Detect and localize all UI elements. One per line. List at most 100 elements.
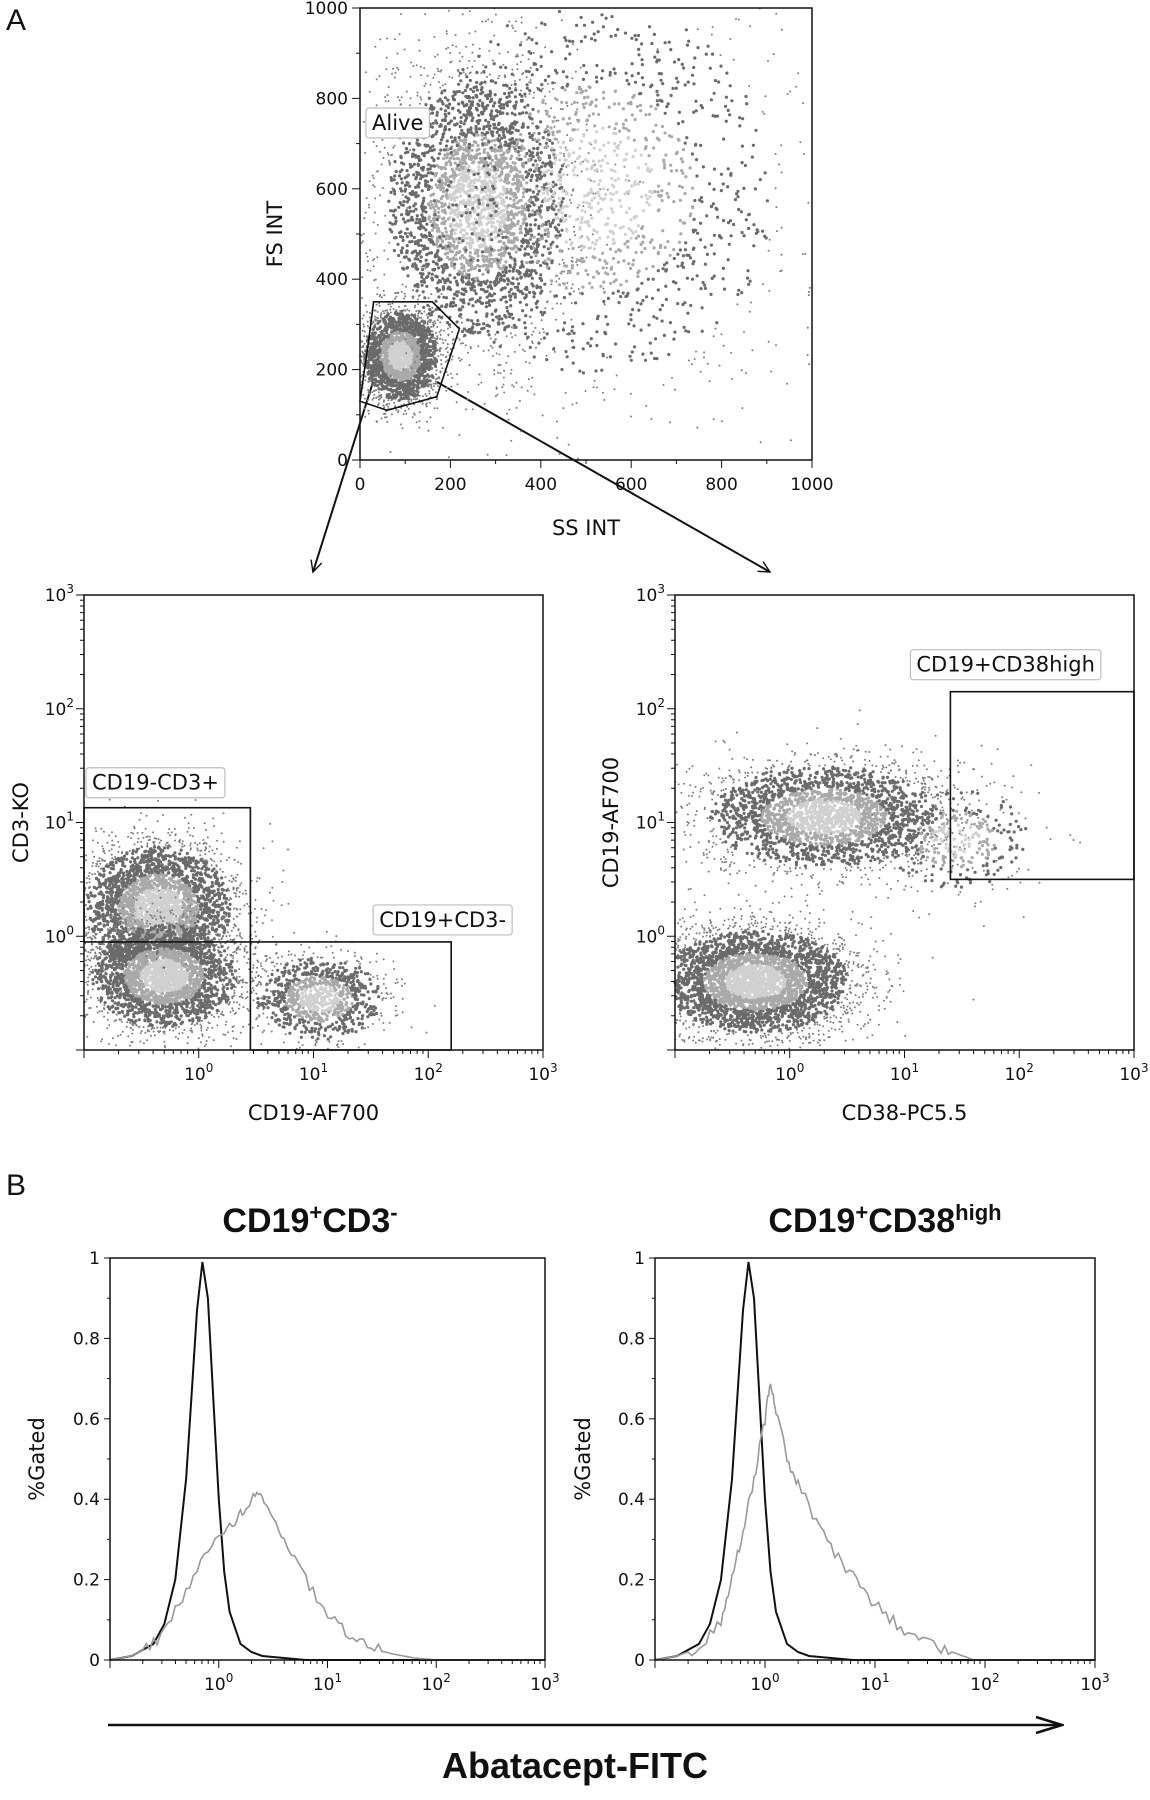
scatter-point <box>436 335 438 337</box>
scatter-point <box>483 151 486 154</box>
scatter-point <box>448 121 451 124</box>
scatter-point <box>406 169 409 172</box>
scatter-point <box>462 113 465 116</box>
scatter-point <box>493 292 496 295</box>
scatter-point <box>405 286 407 288</box>
scatter-point <box>528 291 531 294</box>
scatter-point <box>472 170 475 173</box>
scatter-point <box>403 383 406 386</box>
scatter-point <box>471 149 474 152</box>
scatter-point <box>511 84 513 86</box>
scatter-point <box>526 253 529 256</box>
scatter-point <box>455 258 458 261</box>
scatter-point <box>403 413 405 415</box>
scatter-point <box>469 79 472 82</box>
scatter-point <box>395 409 397 411</box>
scatter-point <box>474 31 476 33</box>
scatter-point <box>448 274 451 277</box>
scatter-point <box>425 393 427 395</box>
scatter-point <box>400 104 402 106</box>
scatter-point <box>440 222 443 225</box>
scatter-point <box>567 270 569 272</box>
scatter-point <box>435 373 437 375</box>
scatter-point <box>400 177 403 180</box>
scatter-point <box>508 143 511 146</box>
scatter-point <box>389 303 391 305</box>
scatter-point <box>491 159 494 162</box>
scatter-point <box>459 339 461 341</box>
scatter-point <box>630 237 633 240</box>
scatter-point <box>522 122 525 125</box>
scatter-point <box>486 228 489 231</box>
scatter-point <box>460 146 463 149</box>
scatter-point <box>491 319 494 322</box>
scatter-point <box>494 93 497 96</box>
scatter-point <box>544 233 547 236</box>
scatter-point <box>429 402 431 404</box>
scatter-point <box>361 318 363 320</box>
scatter-point <box>450 348 452 350</box>
scatter-point <box>555 98 558 101</box>
scatter-point <box>398 339 401 342</box>
scatter-point <box>479 48 481 50</box>
scatter-point <box>427 385 429 387</box>
scatter-point <box>378 348 381 351</box>
scatter-point <box>554 126 556 128</box>
scatter-point <box>522 125 525 128</box>
scatter-point <box>421 371 423 373</box>
scatter-point <box>394 209 397 212</box>
scatter-point <box>475 227 478 230</box>
scatter-point <box>480 382 482 384</box>
scatter-point <box>421 284 424 287</box>
scatter-point <box>426 353 428 355</box>
scatter-point <box>467 225 470 228</box>
scatter-point <box>502 134 505 137</box>
scatter-point <box>514 296 517 299</box>
scatter-point <box>454 304 457 307</box>
scatter-point <box>452 186 455 189</box>
scatter-point <box>477 168 480 171</box>
scatter-point <box>424 103 427 106</box>
scatter-point <box>497 265 500 268</box>
scatter-point <box>393 308 395 310</box>
scatter-point <box>515 129 518 132</box>
scatter-point <box>405 147 408 150</box>
scatter-point <box>388 100 390 102</box>
scatter-point <box>411 155 414 158</box>
scatter-point <box>404 232 407 235</box>
scatter-point <box>571 319 573 321</box>
scatter-point <box>390 230 393 233</box>
scatter-point <box>500 288 503 291</box>
scatter-point <box>451 331 453 333</box>
scatter-point <box>395 170 398 173</box>
scatter-point <box>491 347 493 349</box>
scatter-point <box>534 218 537 221</box>
scatter-point <box>519 276 522 279</box>
scatter-point <box>537 233 540 236</box>
scatter-point <box>741 161 744 164</box>
scatter-point <box>528 169 531 172</box>
scatter-point <box>556 420 558 422</box>
scatter-point <box>383 413 385 415</box>
scatter-point <box>411 240 414 243</box>
scatter-point <box>459 257 462 260</box>
scatter-point <box>403 329 406 332</box>
scatter-point <box>414 390 416 392</box>
scatter-point <box>405 183 408 186</box>
scatter-point <box>517 282 520 285</box>
scatter-point <box>449 61 451 63</box>
scatter-point <box>563 153 565 155</box>
scatter-point <box>533 393 535 395</box>
scatter-point <box>495 338 497 340</box>
scatter-point <box>476 319 479 322</box>
scatter-point <box>501 127 504 130</box>
scatter-point <box>529 189 532 192</box>
scatter-point <box>394 216 397 219</box>
scatter-point <box>412 250 415 253</box>
scatter-point <box>528 58 530 60</box>
scatter-point <box>478 265 481 268</box>
scatter-point <box>399 187 402 190</box>
scatter-point <box>435 114 438 117</box>
scatter-point <box>614 224 617 227</box>
scatter-point <box>515 269 518 272</box>
